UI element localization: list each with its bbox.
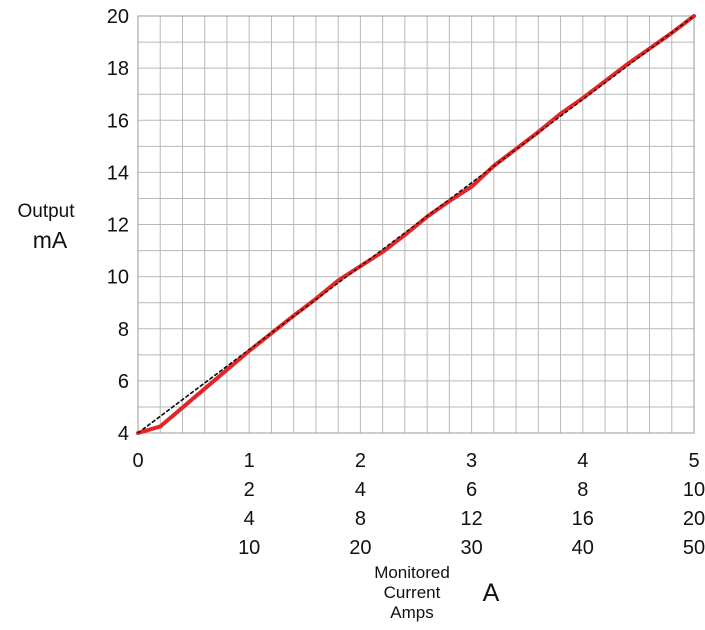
x-tick-label: 30 — [460, 537, 482, 559]
y-tick-label: 10 — [107, 267, 129, 289]
x-tick-label: 10 — [683, 479, 705, 501]
series-layer — [136, 14, 696, 435]
x-tick-label: 8 — [577, 479, 588, 501]
y-tick-label: 4 — [118, 423, 129, 445]
y-tick-label: 14 — [107, 162, 129, 184]
x-tick-label: 2 — [244, 479, 255, 501]
plot-frame — [137, 15, 695, 434]
series-line-reference-overlay — [137, 15, 695, 434]
x-tick-label: 4 — [577, 450, 588, 472]
x-tick-label: 8 — [355, 508, 366, 530]
x-tick-label: 2 — [355, 450, 366, 472]
x-tick-label: 0 — [132, 450, 143, 472]
y-tick-label: 8 — [118, 319, 129, 341]
x-tick-label: 50 — [683, 537, 705, 559]
x-tick-label: 40 — [572, 537, 594, 559]
x-tick-label: 12 — [460, 508, 482, 530]
x-axis-label-line2: Current — [384, 583, 441, 602]
x-tick-label: 6 — [466, 479, 477, 501]
x-tick-label: 5 — [688, 450, 699, 472]
x-tick-label: 16 — [572, 508, 594, 530]
y-axis-label-line1: Output — [17, 201, 75, 222]
x-tick-label: 10 — [238, 537, 260, 559]
x-tick-label: 1 — [244, 450, 255, 472]
x-tick-label: 20 — [349, 537, 371, 559]
y-tick-label: 16 — [107, 110, 129, 132]
x-tick-label: 20 — [683, 508, 705, 530]
x-axis-unit: A — [483, 579, 500, 607]
x-tick-label: 3 — [466, 450, 477, 472]
x-tick-label: 4 — [244, 508, 255, 530]
y-tick-label: 18 — [107, 58, 129, 80]
grid — [137, 15, 695, 434]
y-axis-label-unit: mA — [33, 227, 68, 253]
y-tick-label: 6 — [118, 371, 129, 393]
x-axis-label-line1: Monitored — [374, 563, 450, 582]
x-axis-label-line3: Amps — [390, 603, 433, 622]
y-tick-label: 12 — [107, 215, 129, 237]
y-tick-label: 20 — [107, 6, 129, 28]
x-tick-label: 4 — [355, 479, 366, 501]
